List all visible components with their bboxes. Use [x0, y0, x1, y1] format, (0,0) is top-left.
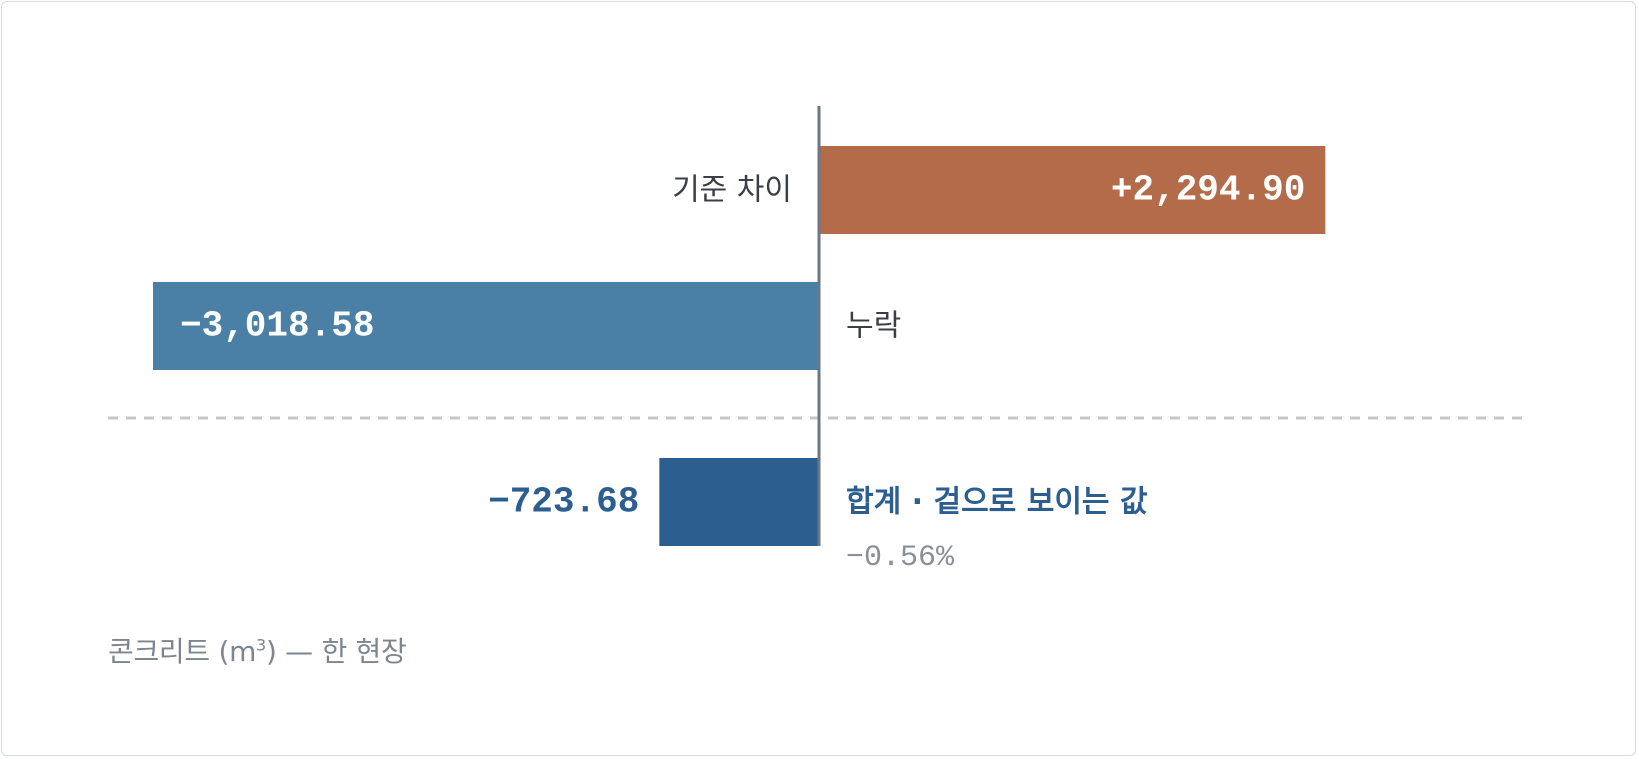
caption-unit-superscript: 3 — [256, 635, 266, 655]
caption-suffix: ) — 한 현장 — [265, 635, 407, 668]
bar-value-label: −3,018.58 — [180, 306, 374, 347]
chart-caption: 콘크리트 (m3) — 한 현장 — [108, 630, 407, 670]
bar-category-label: 누락 — [846, 309, 901, 344]
total-percent-label: −0.56% — [846, 541, 955, 575]
bar-positive — [819, 146, 1326, 234]
total-category-label: 합계 · 겉으로 보이는 값 — [846, 485, 1148, 520]
bar-value-label: +2,294.90 — [1111, 170, 1305, 211]
total-bar — [659, 458, 819, 546]
bar-category-label: 기준 차이 — [672, 173, 792, 208]
bar-negative — [153, 282, 819, 370]
total-value-label: −723.68 — [488, 482, 639, 523]
caption-text: 콘크리트 (m — [108, 635, 257, 668]
